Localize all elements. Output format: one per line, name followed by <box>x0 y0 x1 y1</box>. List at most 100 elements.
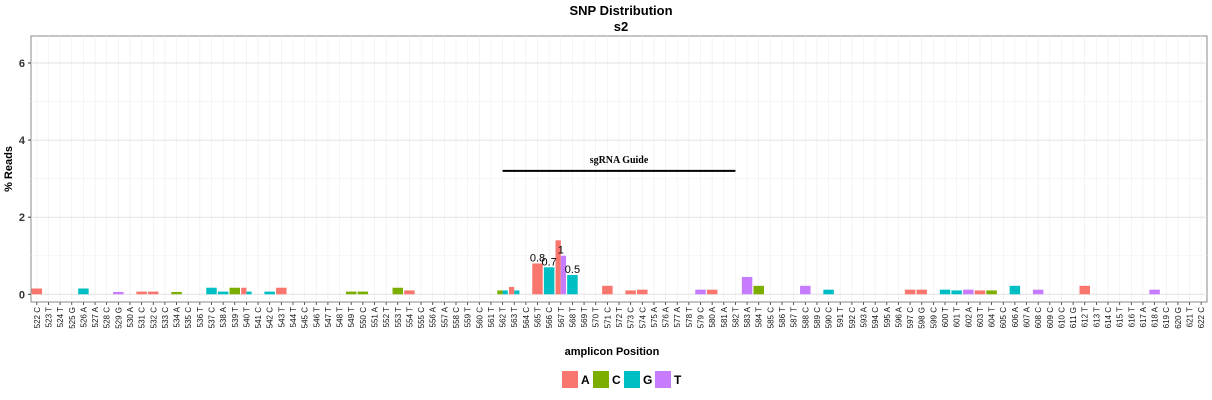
y-axis-label: % Reads <box>3 146 15 192</box>
x-tick-label: 606 A <box>1011 306 1020 327</box>
x-tick-label: 569 T <box>580 307 589 327</box>
x-tick-label: 572 T <box>615 307 624 327</box>
x-tick-label: 551 A <box>370 306 379 327</box>
x-tick-label: 615 T <box>1116 307 1125 327</box>
x-tick-label: 614 C <box>1104 307 1113 329</box>
bar-A-580 <box>706 289 718 295</box>
x-tick-label: 575 A <box>650 306 659 327</box>
x-tick-label: 595 A <box>883 306 892 327</box>
x-tick-label: 603 T <box>976 307 985 327</box>
bar-A-573 <box>625 290 636 295</box>
x-tick-label: 565 T <box>533 307 542 327</box>
bar-G-566 <box>543 267 555 295</box>
x-tick-label: 612 T <box>1081 307 1090 327</box>
data-label: 0.7 <box>541 256 556 268</box>
grid-lines <box>31 36 1207 302</box>
legend-label-T: T <box>674 373 682 387</box>
x-tick-label: 616 T <box>1127 307 1136 327</box>
bar-T-588 <box>800 285 811 295</box>
x-tick-label: 592 C <box>848 307 857 329</box>
x-tick-label: 522 C <box>33 307 42 329</box>
x-tick-label: 531 C <box>138 307 147 329</box>
bar-G-538 <box>217 291 229 295</box>
x-tick-label: 619 C <box>1162 307 1171 329</box>
x-tick-label: 540 T <box>242 307 251 327</box>
x-tick-label: 576 A <box>662 306 671 327</box>
x-tick-label: 533 C <box>161 307 170 329</box>
data-labels: 0.80.710.5 <box>530 245 580 276</box>
sgrna-guide-annotation: sgRNA Guide <box>502 155 736 172</box>
x-tick-label: 532 C <box>149 307 158 329</box>
x-tick-label: 589 C <box>813 307 822 329</box>
bar-C-534 <box>171 291 182 295</box>
x-tick-label: 602 A <box>964 306 973 327</box>
x-tick-label: 560 C <box>475 307 484 329</box>
x-tick-label: 622 C <box>1197 307 1206 329</box>
bar-A-532 <box>148 291 159 295</box>
bar-A-543 <box>276 287 287 295</box>
x-tick-label: 534 A <box>173 306 182 327</box>
x-tick-label: 586 T <box>778 307 787 327</box>
x-tick-label: 544 T <box>289 307 298 327</box>
y-tick-label: 4 <box>19 135 26 147</box>
x-tick-label: 529 G <box>114 307 123 329</box>
sgrna-guide-label: sgRNA Guide <box>590 155 649 166</box>
x-tick-label: 587 T <box>790 307 799 327</box>
x-tick-label: 605 C <box>999 307 1008 329</box>
x-tick-label: 596 A <box>894 306 903 327</box>
bar-A-603 <box>974 290 986 295</box>
legend-swatch-G <box>624 371 640 388</box>
bar-A-598 <box>916 289 927 295</box>
x-tick-label: 536 T <box>196 307 205 327</box>
x-tick-label: 525 G <box>68 307 77 329</box>
x-axis-ticks: 522 C 523 T 524 T 525 G 526 A 527 A 528 C 529 G… <box>33 302 1206 329</box>
x-tick-label: 593 A <box>860 306 869 327</box>
x-tick-label: 597 C <box>906 307 915 329</box>
bar-A-522 <box>31 288 43 295</box>
x-tick-label: 539 T <box>231 307 240 327</box>
chart-subtitle: s2 <box>614 19 628 34</box>
x-tick-label: 601 T <box>953 307 962 327</box>
bar-G-542 <box>264 291 275 295</box>
x-tick-label: 528 C <box>103 307 112 329</box>
x-tick-label: 543 T <box>277 307 286 327</box>
x-tick-label: 555 C <box>417 307 426 329</box>
bar-C-562 <box>497 290 503 295</box>
x-tick-label: 548 T <box>336 307 345 327</box>
bar-C-550 <box>357 291 369 295</box>
y-axis-ticks: 0 2 4 6 <box>19 58 31 301</box>
data-label: 1 <box>558 245 564 257</box>
legend-swatch-A <box>562 371 578 388</box>
bar-A-597 <box>904 289 916 295</box>
legend-label-A: A <box>581 373 590 387</box>
bar-G-562 <box>502 290 508 295</box>
x-tick-label: 571 C <box>603 307 612 329</box>
legend-label-C: C <box>612 373 621 387</box>
bar-A-531 <box>136 291 147 295</box>
bar-T-608 <box>1032 289 1044 295</box>
x-tick-label: 547 T <box>324 307 333 327</box>
legend-swatch-C <box>593 371 609 388</box>
x-tick-label: 537 C <box>207 307 216 329</box>
x-tick-label: 557 A <box>440 306 449 327</box>
x-tick-label: 549 T <box>347 307 356 327</box>
x-tick-label: 556 A <box>429 306 438 327</box>
x-tick-label: 568 T <box>568 307 577 327</box>
bar-T-618 <box>1149 289 1160 295</box>
chart-title: SNP Distribution <box>569 3 672 18</box>
x-tick-label: 546 T <box>312 307 321 327</box>
x-tick-label: 617 A <box>1139 306 1148 327</box>
bar-A-540 <box>241 287 247 295</box>
bar-G-563 <box>514 290 520 295</box>
x-tick-label: 558 C <box>452 307 461 329</box>
x-tick-label: 582 T <box>731 307 740 327</box>
x-tick-label: 621 T <box>1186 307 1195 327</box>
x-tick-label: 566 C <box>545 307 554 329</box>
x-tick-label: 599 C <box>929 307 938 329</box>
x-tick-label: 585 C <box>766 307 775 329</box>
bar-G-540 <box>246 291 252 295</box>
x-tick-label: 563 T <box>510 307 519 327</box>
x-tick-label: 541 C <box>254 307 263 329</box>
x-tick-label: 574 C <box>638 307 647 329</box>
